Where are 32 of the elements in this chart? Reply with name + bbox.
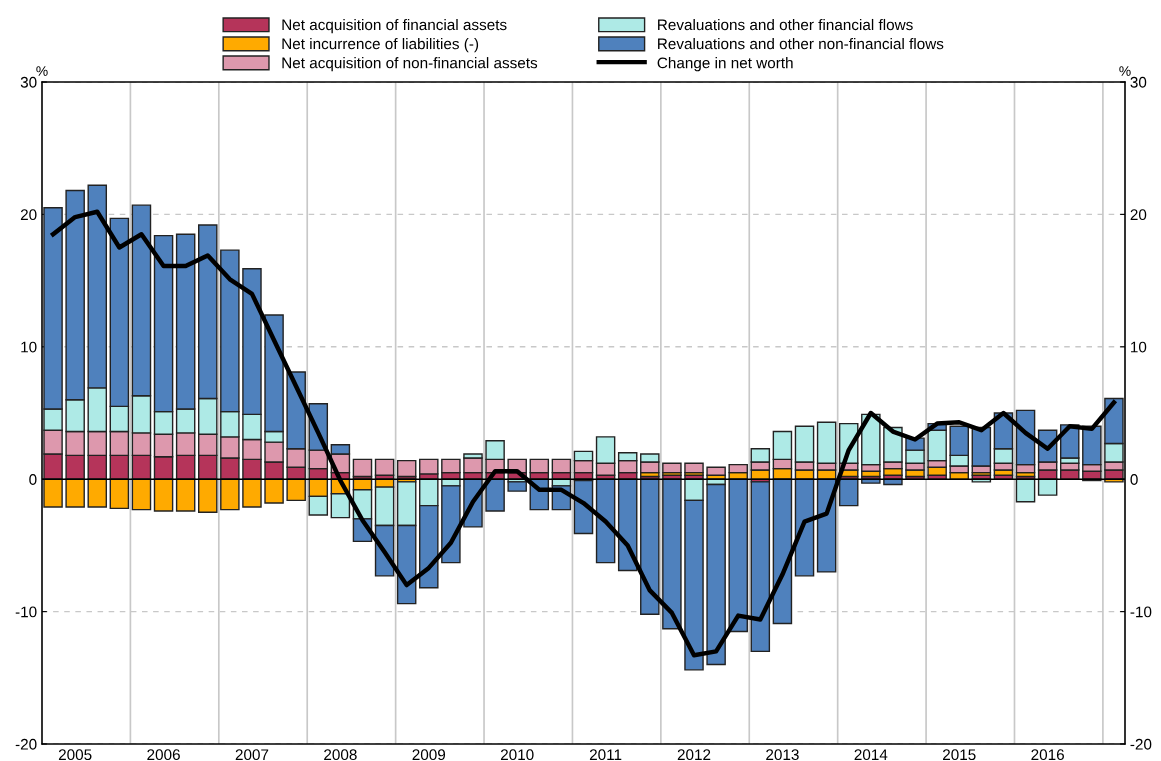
x-tick-label: 2015	[943, 749, 976, 761]
x-tick-label: 2008	[324, 749, 357, 761]
x-tick-label: 2012	[677, 749, 711, 761]
y2-tick-label: 30	[1130, 76, 1147, 88]
x-tick-label: 2013	[766, 749, 799, 761]
y2-tick-label: 20	[1130, 209, 1147, 221]
x-tick-label: 2010	[500, 749, 534, 761]
x-tick-label: 2016	[1031, 749, 1064, 761]
y2-tick-label: -10	[1130, 606, 1152, 618]
y-tick-label: 20	[20, 209, 37, 221]
y-tick-label: 0	[29, 474, 37, 485]
x-tick-label: 2014	[854, 749, 888, 761]
y-tick-label: -10	[15, 606, 37, 618]
text: %	[36, 66, 48, 76]
legend-label: Change in net worth	[657, 57, 793, 72]
x-tick-label: 2009	[412, 749, 446, 761]
y-tick-label: -20	[15, 738, 37, 750]
legend-label: Net acquisition of financial assets	[282, 18, 507, 34]
legend-label: Revaluations and other financial flows	[658, 18, 913, 31]
y2-tick-label: 0	[1130, 474, 1138, 485]
y2-tick-label: 10	[1131, 341, 1147, 353]
legend-label: Net incurrence of liabilities (-)	[282, 38, 479, 53]
y-tick-label: 10	[21, 341, 37, 353]
text: %	[1119, 66, 1131, 76]
y-tick-label: 30	[20, 76, 37, 88]
y2-tick-label: -20	[1130, 738, 1152, 750]
x-tick-label: 2011	[589, 749, 622, 761]
x-tick-label: 2006	[147, 749, 180, 761]
x-tick-label: 2007	[235, 749, 269, 761]
x-tick-label: 2005	[58, 749, 92, 761]
legend-label: Revaluations and other non-financial flows	[658, 38, 944, 50]
legend-label: Net acquisition of non-financial assets	[282, 57, 538, 72]
